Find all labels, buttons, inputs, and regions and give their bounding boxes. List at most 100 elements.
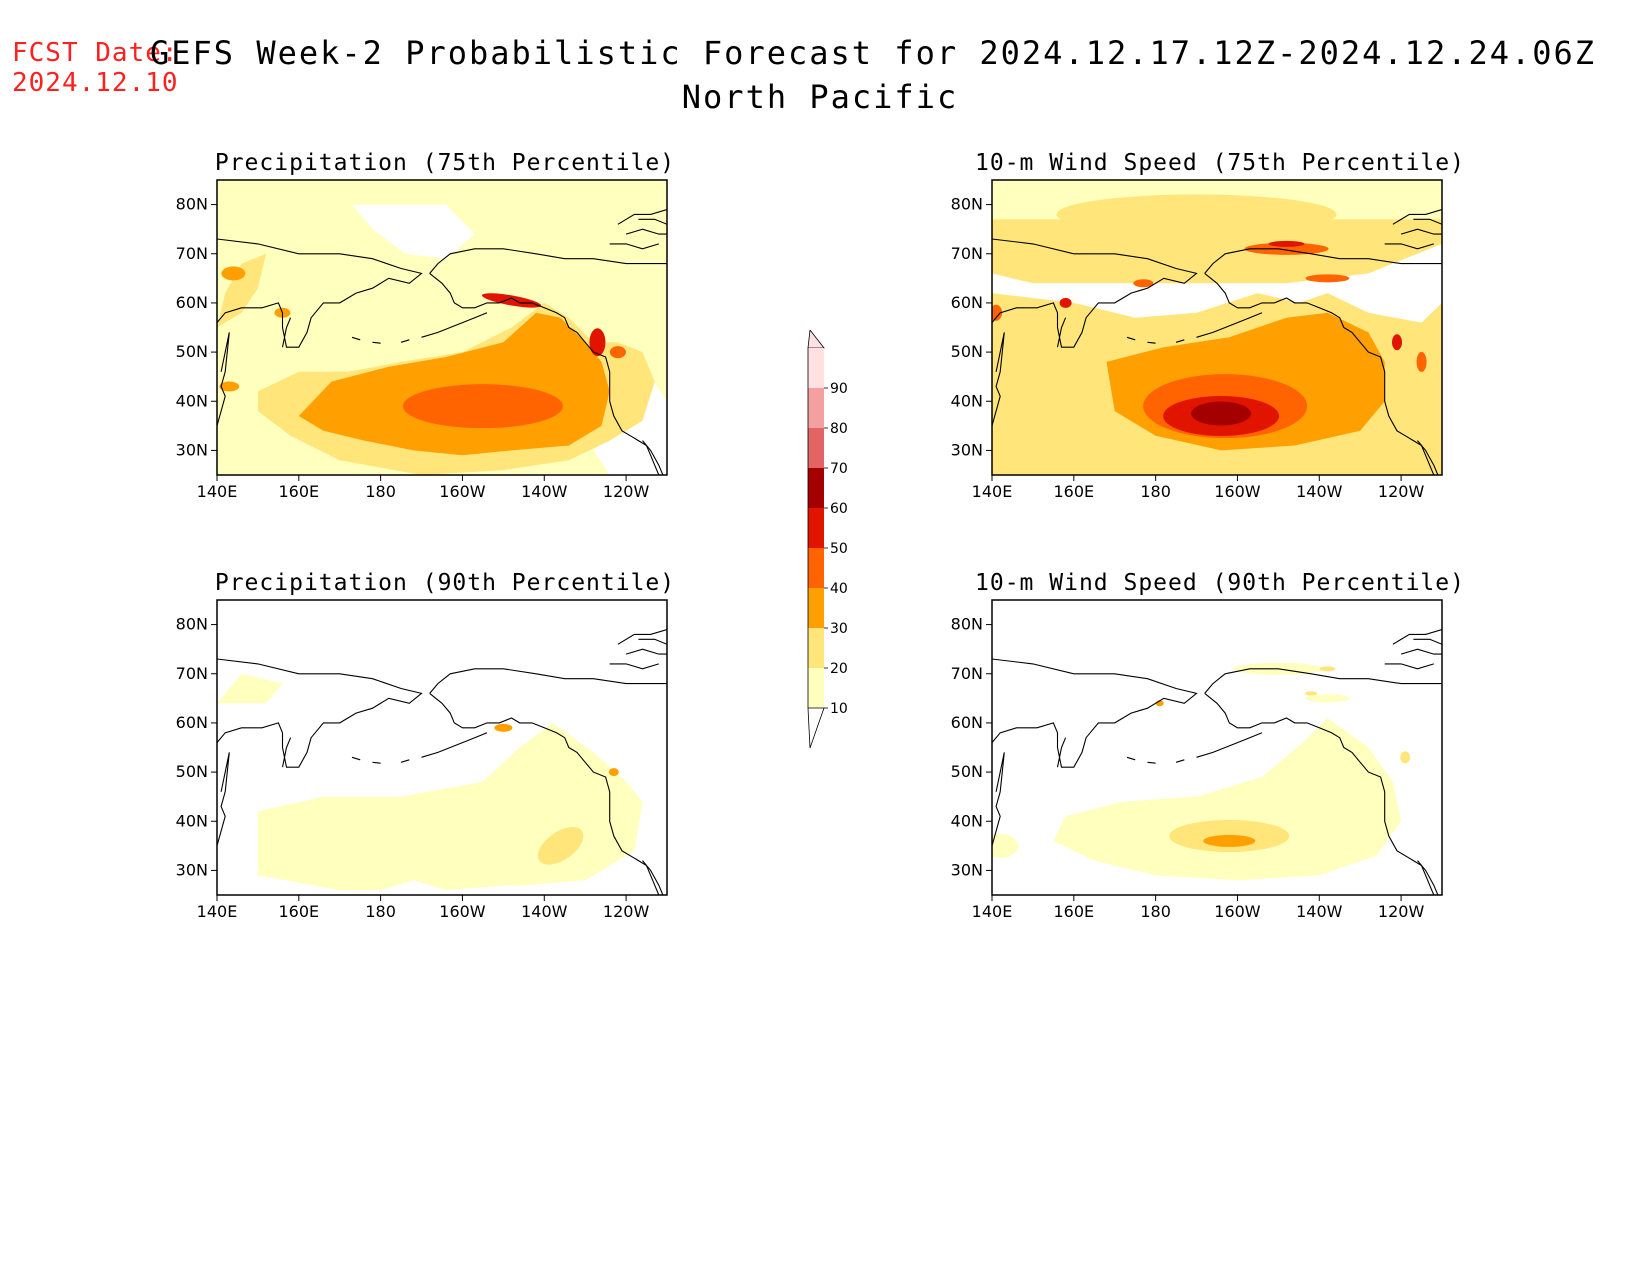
- map-plot: 80N 70N 60N 50N 40N 30N 140E 160E 180 160W 140W 120…: [951, 179, 1443, 501]
- lon-tick-label: 140E: [972, 902, 1013, 921]
- prob-50-area: [1268, 240, 1305, 247]
- prob-30-area: [219, 381, 240, 392]
- prob-60-area: [1191, 401, 1252, 426]
- prob-40-area: [1133, 279, 1154, 288]
- prob-40-area: [1244, 242, 1329, 255]
- lon-tick-label: 120W: [1378, 902, 1425, 921]
- lon-tick-label: 140E: [197, 482, 238, 501]
- prob-20-area: [1319, 666, 1336, 672]
- lon-tick-label: 160E: [278, 482, 319, 501]
- map-frame: [991, 599, 1443, 896]
- region-subtitle: North Pacific: [681, 78, 959, 116]
- lat-tick-label: 50N: [176, 342, 208, 361]
- lat-tick-label: 60N: [176, 713, 208, 732]
- map-plot: 80N 70N 60N 50N 40N 30N 140E 160E 180 160W 140W 120…: [176, 599, 668, 921]
- lat-tick-label: 30N: [176, 860, 208, 879]
- prob-10-area: [217, 673, 283, 704]
- forecast-date-value: 2024.12.10: [12, 68, 179, 98]
- probability-shading: [217, 180, 667, 475]
- lon-tick-label: 160W: [439, 482, 486, 501]
- prob-50-area: [481, 293, 542, 308]
- prob-30-area: [221, 266, 246, 281]
- coastlines: [217, 208, 667, 475]
- lat-tick-label: 40N: [951, 391, 983, 410]
- lon-tick-label: 140E: [972, 482, 1013, 501]
- prob-10-area: [992, 833, 1019, 858]
- prob-30-area: [608, 768, 619, 777]
- lon-tick-label: 140E: [197, 902, 238, 921]
- no-signal-area: [331, 880, 594, 895]
- colorbar-swatch: [808, 388, 824, 428]
- no-signal-area: [352, 204, 475, 259]
- lon-tick-label: 120W: [603, 902, 650, 921]
- prob-20-area: [1056, 194, 1337, 235]
- lat-tick-label: 60N: [951, 293, 983, 312]
- prob-40-area: [1416, 351, 1427, 372]
- lat-tick-label: 80N: [176, 195, 208, 214]
- page-title: GEFS Week-2 Probabilistic Forecast for 2…: [150, 34, 1597, 72]
- lat-tick-label: 60N: [176, 293, 208, 312]
- map-frame: [991, 179, 1443, 476]
- lat-tick-label: 30N: [176, 440, 208, 459]
- lat-tick-label: 80N: [951, 615, 983, 634]
- lon-tick-label: 160E: [1053, 902, 1094, 921]
- lon-tick-label: 120W: [603, 482, 650, 501]
- prob-20-area: [537, 827, 584, 865]
- map-plot: 80N 70N 60N 50N 40N 30N 140E 160E 180 160W 140W 120…: [176, 179, 668, 501]
- prob-50-area: [589, 328, 606, 357]
- probability-shading: [992, 600, 1442, 895]
- map-frame: [216, 599, 668, 896]
- colorbar-top-wedge: [807, 330, 825, 349]
- colorbar-level-label: 40: [830, 581, 848, 597]
- lat-tick-label: 40N: [951, 811, 983, 830]
- lat-tick-label: 40N: [176, 811, 208, 830]
- colorbar-swatch: [808, 548, 824, 588]
- coastlines: [992, 628, 1442, 895]
- colorbar-level-label: 80: [830, 421, 848, 437]
- prob-40-area: [1305, 274, 1350, 283]
- coastlines: [217, 628, 667, 895]
- colorbar-level-label: 90: [830, 381, 848, 397]
- lon-tick-label: 140W: [521, 482, 568, 501]
- lat-tick-label: 40N: [176, 391, 208, 410]
- prob-50-area: [1059, 297, 1072, 308]
- lon-tick-label: 180: [1140, 482, 1171, 501]
- lon-tick-label: 180: [365, 902, 396, 921]
- lat-tick-label: 80N: [176, 615, 208, 634]
- prob-10-area: [1053, 718, 1402, 881]
- colorbar-swatch: [808, 628, 824, 668]
- prob-40-area: [992, 304, 1003, 321]
- lon-tick-label: 120W: [1378, 482, 1425, 501]
- lat-tick-label: 50N: [951, 342, 983, 361]
- lon-tick-label: 140W: [1296, 482, 1343, 501]
- colorbar-level-label: 60: [830, 501, 848, 517]
- prob-40-area: [402, 384, 563, 429]
- prob-40-area: [609, 346, 626, 359]
- prob-30-area: [1203, 834, 1256, 847]
- lon-tick-label: 180: [1140, 902, 1171, 921]
- no-signal-area: [217, 703, 332, 753]
- lat-tick-label: 70N: [176, 244, 208, 263]
- colorbar-swatch: [808, 348, 824, 388]
- panel-wind-75: 10-m Wind Speed (75th Percentile) 80N 70N…: [945, 150, 1495, 530]
- forecast-date-label: FCST Date:: [12, 38, 179, 68]
- colorbar-level-label: 10: [830, 701, 848, 717]
- lat-tick-label: 80N: [951, 195, 983, 214]
- lon-tick-label: 160W: [1214, 902, 1261, 921]
- colorbar-level-label: 20: [830, 661, 848, 677]
- lon-tick-label: 140W: [1296, 902, 1343, 921]
- lon-tick-label: 160W: [1214, 482, 1261, 501]
- colorbar-level-label: 50: [830, 541, 848, 557]
- lat-tick-label: 30N: [951, 860, 983, 879]
- lon-tick-label: 160W: [439, 902, 486, 921]
- colorbar-swatch: [808, 588, 824, 628]
- colorbar-bottom-wedge: [807, 707, 825, 749]
- colorbar-swatch: [808, 428, 824, 468]
- lon-tick-label: 180: [365, 482, 396, 501]
- forecast-date: FCST Date: 2024.12.10: [12, 38, 179, 98]
- panel-title: 10-m Wind Speed (75th Percentile): [975, 150, 1465, 176]
- lat-tick-label: 70N: [951, 244, 983, 263]
- lat-tick-label: 70N: [951, 664, 983, 683]
- lat-tick-label: 50N: [951, 762, 983, 781]
- lon-tick-label: 160E: [1053, 482, 1094, 501]
